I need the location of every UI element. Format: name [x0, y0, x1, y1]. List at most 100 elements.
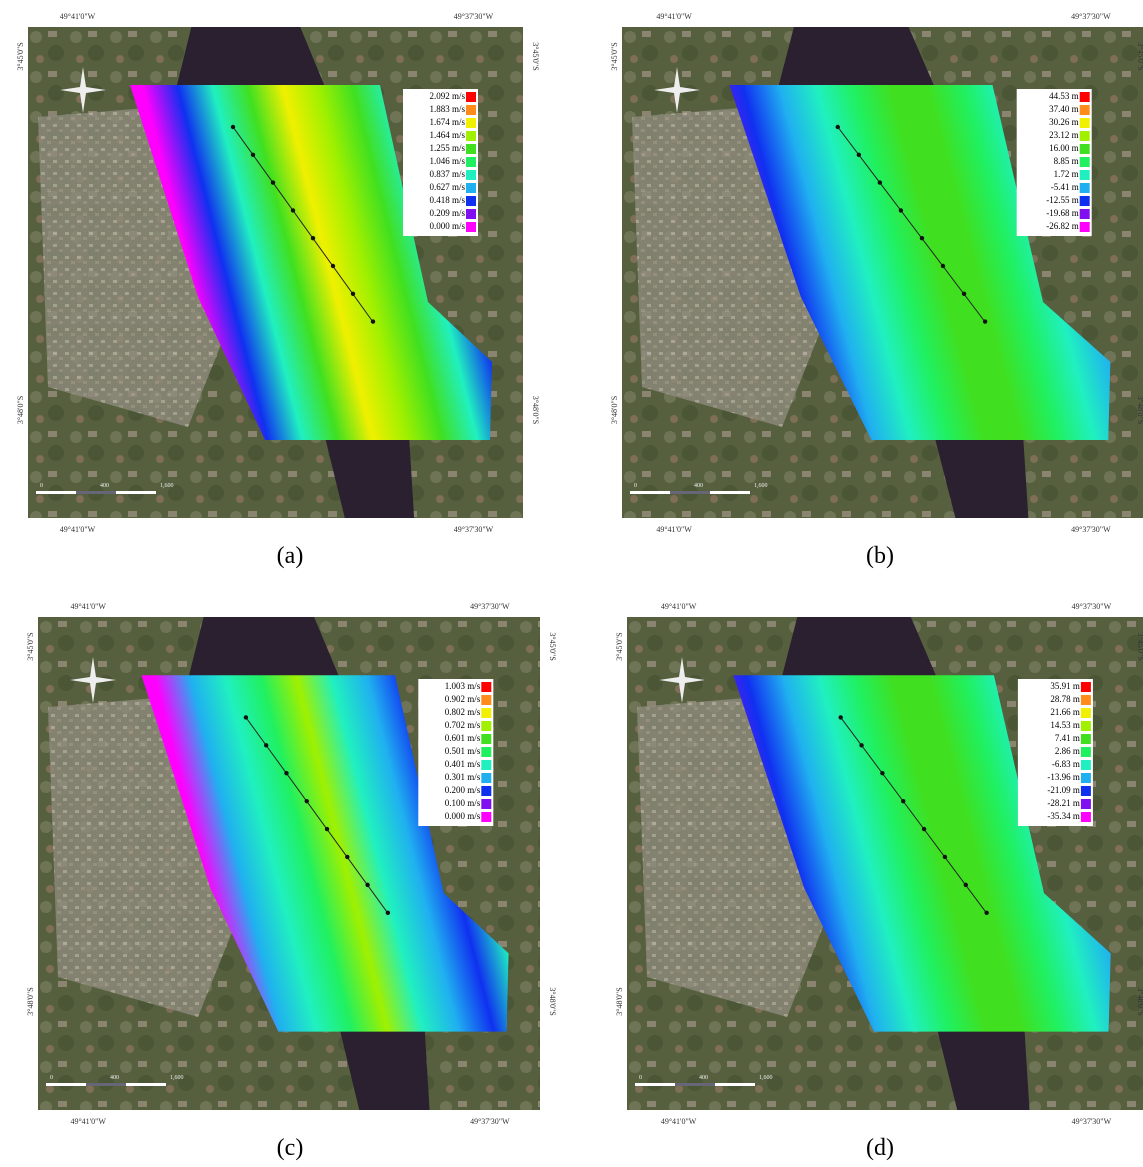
- map-panel: 1.003 m/s0.902 m/s0.802 m/s0.702 m/s0.60…: [38, 617, 540, 1110]
- coordinate-label: 3°45'0"S: [548, 632, 557, 660]
- legend-swatch: [481, 734, 491, 744]
- scale-label: 1,600: [759, 1075, 773, 1081]
- legend-swatch: [481, 747, 491, 757]
- legend-swatch: [1081, 799, 1091, 809]
- legend-swatch: [481, 773, 491, 783]
- coordinate-label: 3°48'0"S: [1136, 396, 1143, 424]
- scale-segment: [630, 491, 670, 494]
- legend-swatch: [1081, 747, 1091, 757]
- legend-label: 44.53 m: [1049, 91, 1079, 101]
- legend-label: -13.96 m: [1047, 772, 1080, 782]
- coordinate-label: 49°37'30"W: [1072, 602, 1112, 611]
- legend-swatch: [1081, 734, 1091, 744]
- coordinate-label: 49°37'30"W: [454, 525, 494, 534]
- coordinate-label: 49°37'30"W: [1071, 525, 1111, 534]
- legend-label: 37.40 m: [1049, 104, 1079, 114]
- legend-label: -21.09 m: [1047, 785, 1080, 795]
- legend-label: 23.12 m: [1049, 130, 1079, 140]
- station-point: [962, 292, 966, 296]
- station-point: [284, 771, 288, 775]
- legend-label: 16.00 m: [1049, 143, 1079, 153]
- legend-swatch: [466, 209, 476, 219]
- legend-label: 7.41 m: [1055, 733, 1080, 743]
- legend-label: 35.91 m: [1050, 681, 1080, 691]
- legend-label: 2.092 m/s: [429, 91, 465, 101]
- scale-segment: [46, 1083, 86, 1086]
- legend-swatch: [481, 682, 491, 692]
- legend-label: 0.209 m/s: [429, 208, 465, 218]
- coordinate-label: 49°37'30"W: [470, 602, 510, 611]
- legend-label: 0.200 m/s: [445, 785, 481, 795]
- coordinate-label: 3°45'0"S: [1136, 42, 1143, 70]
- station-point: [371, 319, 375, 323]
- coordinate-label: 49°37'30"W: [1071, 12, 1111, 21]
- scale-segment: [36, 491, 76, 494]
- coordinate-label: 49°37'30"W: [470, 1117, 510, 1126]
- legend-swatch: [1080, 92, 1090, 102]
- station-point: [271, 180, 275, 184]
- legend-label: 8.85 m: [1054, 156, 1079, 166]
- legend-label: 0.802 m/s: [445, 707, 481, 717]
- station-point: [922, 827, 926, 831]
- legend-swatch: [1080, 196, 1090, 206]
- legend-swatch: [1080, 209, 1090, 219]
- scale-segment: [715, 1083, 755, 1086]
- scale-label: 0: [50, 1075, 53, 1081]
- scale-segment: [86, 1083, 126, 1086]
- station-point: [859, 743, 863, 747]
- station-point: [311, 236, 315, 240]
- legend-label: 1.046 m/s: [429, 156, 465, 166]
- legend-swatch: [466, 196, 476, 206]
- legend-label: 30.26 m: [1049, 117, 1079, 127]
- legend-label: 14.53 m: [1050, 720, 1080, 730]
- legend-swatch: [1080, 222, 1090, 232]
- legend-swatch: [466, 170, 476, 180]
- station-point: [838, 715, 842, 719]
- station-point: [345, 855, 349, 859]
- legend-label: 0.627 m/s: [429, 182, 465, 192]
- scale-segment: [76, 491, 116, 494]
- scale-label: 1,600: [170, 1075, 184, 1081]
- legend-label: -19.68 m: [1046, 208, 1079, 218]
- legend-swatch: [1081, 721, 1091, 731]
- legend-label: 1.464 m/s: [429, 130, 465, 140]
- legend-label: -12.55 m: [1046, 195, 1079, 205]
- legend-label: 0.401 m/s: [445, 759, 481, 769]
- coordinate-label: 49°41'0"W: [656, 12, 692, 21]
- legend-label: -5.41 m: [1051, 182, 1079, 192]
- coordinate-label: 49°37'30"W: [1072, 1117, 1112, 1126]
- station-point: [920, 236, 924, 240]
- station-point: [880, 771, 884, 775]
- legend-label: 0.301 m/s: [445, 772, 481, 782]
- legend-swatch: [481, 708, 491, 718]
- legend-label: 1.003 m/s: [445, 681, 481, 691]
- legend-swatch: [1081, 760, 1091, 770]
- legend-label: 1.674 m/s: [429, 117, 465, 127]
- legend-label: 1.883 m/s: [429, 104, 465, 114]
- scale-label: 400: [699, 1075, 708, 1081]
- coordinate-label: 3°45'0"S: [531, 42, 540, 70]
- legend-swatch: [1080, 131, 1090, 141]
- scale-label: 0: [639, 1075, 642, 1081]
- coordinate-label: 3°45'0"S: [610, 42, 619, 70]
- coordinate-label: 49°41'0"W: [60, 12, 96, 21]
- legend-swatch: [481, 812, 491, 822]
- station-point: [264, 743, 268, 747]
- legend-label: 1.72 m: [1054, 169, 1079, 179]
- legend: 44.53 m 37.40 m 30.26 m 23.12 m 16.00 m 8.85 …: [1017, 89, 1092, 236]
- legend-swatch: [1081, 682, 1091, 692]
- legend-label: -28.21 m: [1047, 798, 1080, 808]
- coordinate-label: 49°41'0"W: [661, 1117, 697, 1126]
- scale-label: 400: [100, 483, 109, 489]
- scale-segment: [670, 491, 710, 494]
- station-point: [231, 125, 235, 129]
- legend-swatch: [466, 118, 476, 128]
- legend-swatch: [1080, 105, 1090, 115]
- coordinate-label: 3°48'0"S: [26, 987, 35, 1015]
- station-point: [943, 855, 947, 859]
- legend-swatch: [481, 695, 491, 705]
- coordinate-label: 49°41'0"W: [661, 602, 697, 611]
- legend-label: -35.34 m: [1047, 811, 1080, 821]
- caption: (c): [277, 1135, 304, 1161]
- scale-label: 1,600: [160, 483, 174, 489]
